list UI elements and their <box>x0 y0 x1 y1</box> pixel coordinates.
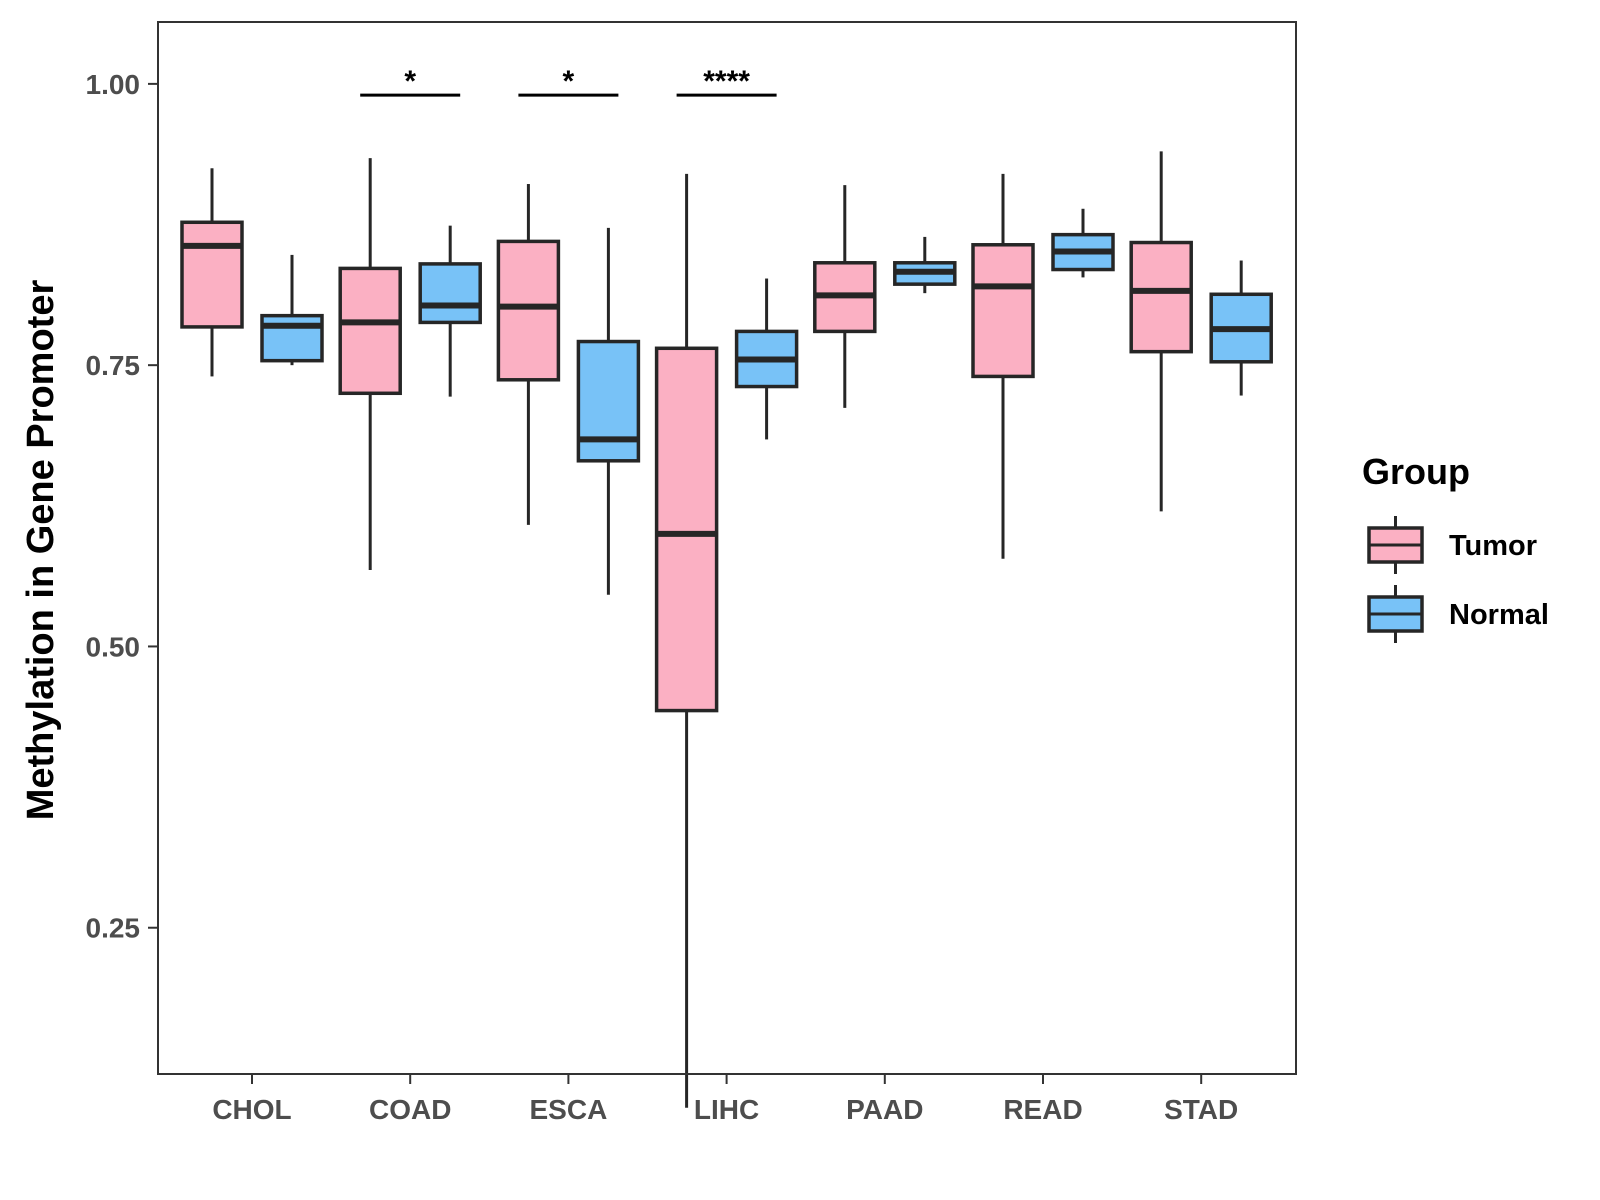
legend-item-tumor: Tumor <box>1367 516 1537 574</box>
axis-layer: 0.25 0.50 0.75 1.00 CHOL COAD ESCA LIHC PAAD READ… <box>86 69 1239 1125</box>
box-esca-tumor <box>496 184 561 525</box>
legend-items: Tumor Normal <box>1367 516 1549 643</box>
box-esca-normal <box>576 227 641 595</box>
iqr-box <box>338 266 402 396</box>
iqr-box <box>260 313 324 363</box>
iqr-box <box>496 239 561 382</box>
legend-label-tumor: Tumor <box>1449 530 1537 562</box>
box-coad-normal <box>418 225 482 397</box>
box-lihc-tumor <box>654 173 719 1108</box>
x-tick-label: LIHC <box>694 1094 759 1125</box>
box-read-tumor <box>971 173 1035 559</box>
x-tick-label: CHOL <box>212 1094 291 1125</box>
y-tick-label: 0.25 <box>86 913 141 944</box>
legend-label-normal: Normal <box>1449 599 1549 631</box>
legend-title: Group <box>1362 451 1470 492</box>
iqr-box <box>971 243 1035 379</box>
x-tick-label: PAAD <box>846 1094 923 1125</box>
x-tick-label: COAD <box>369 1094 451 1125</box>
y-axis-title: Methylation in Gene Promoter <box>20 280 62 821</box>
box-coad-tumor <box>338 158 402 570</box>
x-tick-label: ESCA <box>530 1094 608 1125</box>
box-lihc-normal <box>734 278 799 440</box>
box-read-normal <box>1051 208 1115 278</box>
y-tick-label: 0.50 <box>86 631 141 662</box>
series-normal <box>260 208 1273 595</box>
iqr-box <box>654 346 719 713</box>
y-tick-label: 0.75 <box>86 350 141 381</box>
box-chol-tumor <box>180 168 244 377</box>
box-stad-tumor <box>1129 151 1193 512</box>
iqr-box <box>1129 240 1193 354</box>
iqr-box <box>180 220 244 329</box>
x-tick-label: STAD <box>1164 1094 1238 1125</box>
legend-item-normal: Normal <box>1367 585 1549 643</box>
significance-esca: * <box>518 65 619 98</box>
x-tick-label: READ <box>1003 1094 1082 1125</box>
box-paad-normal <box>893 236 957 294</box>
iqr-box <box>418 262 482 325</box>
box-stad-normal <box>1209 260 1273 396</box>
box-chol-normal <box>260 254 324 366</box>
legend: Group Tumor Normal <box>1362 451 1549 643</box>
significance-label: * <box>563 65 575 98</box>
significance-lihc: **** <box>676 65 777 98</box>
y-tick-label: 1.00 <box>86 69 141 100</box>
series-tumor <box>180 151 1193 1108</box>
iqr-box <box>576 339 641 463</box>
significance-label: * <box>404 65 416 98</box>
significance-label: **** <box>703 65 750 98</box>
significance-coad: * <box>360 65 461 98</box>
box-paad-tumor <box>813 185 877 408</box>
plot-layer: * * **** <box>180 65 1273 1108</box>
